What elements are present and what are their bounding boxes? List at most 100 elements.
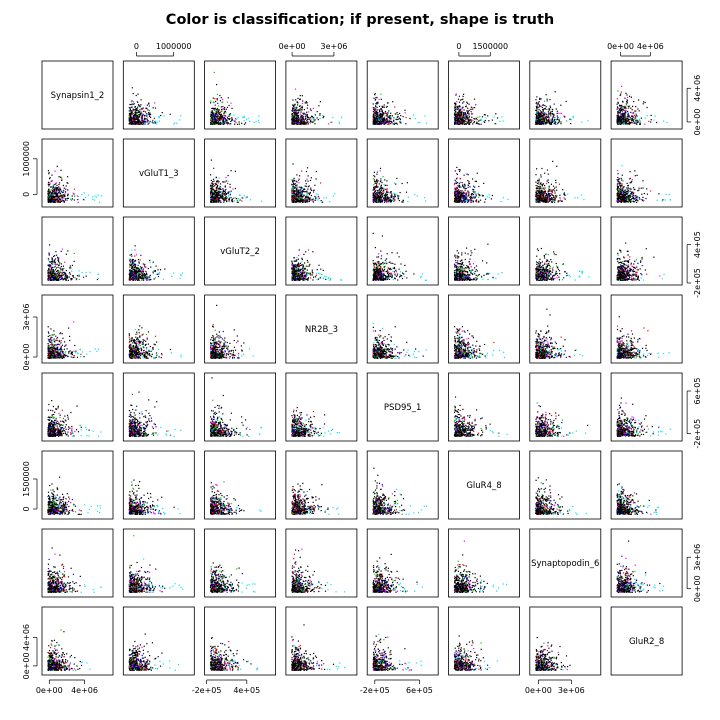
data-point [549, 121, 551, 123]
data-point [385, 119, 387, 122]
data-point [619, 112, 621, 114]
data-point [551, 110, 553, 113]
data-point [61, 196, 63, 198]
data-point [487, 115, 489, 117]
data-point [216, 194, 219, 196]
data-point [376, 118, 378, 120]
data-point [258, 121, 260, 123]
data-point [387, 116, 389, 118]
data-point [224, 194, 226, 196]
data-point [306, 119, 308, 121]
data-point [52, 185, 55, 187]
data-point [224, 110, 226, 113]
data-point [549, 105, 551, 107]
data-point [299, 98, 301, 100]
data-point [384, 121, 386, 123]
data-point [455, 191, 457, 193]
data-point [401, 182, 403, 185]
data-point [457, 123, 459, 125]
data-point [230, 197, 232, 199]
data-point [294, 114, 296, 116]
data-point [419, 121, 421, 124]
data-point [382, 121, 384, 123]
data-point [143, 119, 145, 121]
data-point [394, 113, 396, 115]
data-point [395, 113, 397, 115]
data-point [639, 122, 641, 124]
data-point [246, 196, 248, 198]
data-point [306, 102, 308, 104]
data-point [56, 189, 58, 191]
data-point [149, 120, 151, 122]
data-point [223, 190, 225, 193]
data-point [217, 187, 219, 189]
data-point [211, 111, 214, 113]
data-point [212, 97, 214, 99]
data-point [549, 111, 551, 113]
data-point [215, 116, 217, 118]
data-point [214, 195, 216, 197]
data-point [228, 199, 230, 201]
data-point [334, 193, 336, 195]
data-point [133, 119, 135, 121]
data-point [543, 119, 545, 121]
data-point [376, 171, 378, 173]
data-point [58, 195, 60, 197]
data-point [619, 111, 621, 113]
data-point [292, 182, 295, 184]
data-point [217, 123, 219, 125]
data-point [332, 116, 334, 119]
data-point [302, 199, 304, 201]
data-point [220, 201, 222, 203]
data-point [230, 190, 232, 192]
data-point [214, 200, 216, 202]
data-point [378, 121, 381, 123]
data-point [312, 199, 314, 201]
data-point [300, 107, 302, 109]
data-point [622, 121, 624, 123]
data-point [218, 191, 220, 193]
data-point [377, 102, 379, 105]
data-point [537, 103, 539, 105]
data-point [631, 122, 633, 124]
data-point [626, 100, 629, 102]
data-point [298, 111, 300, 113]
data-point [217, 110, 219, 112]
data-point [398, 200, 400, 202]
data-point [243, 120, 245, 122]
data-point [301, 188, 303, 190]
data-point [621, 108, 623, 110]
data-point [245, 197, 247, 199]
data-point [372, 103, 374, 105]
data-point [55, 188, 57, 190]
data-point [377, 180, 379, 182]
data-point [210, 115, 212, 117]
data-point [228, 115, 230, 117]
data-point [52, 198, 55, 200]
data-point [211, 193, 213, 195]
data-point [248, 120, 251, 122]
data-point [216, 189, 218, 191]
data-point [304, 113, 306, 115]
data-point [133, 103, 135, 105]
data-point [219, 194, 221, 196]
data-point [312, 118, 314, 120]
data-point [212, 196, 214, 198]
data-point [302, 122, 304, 124]
data-point [294, 113, 296, 115]
data-point [138, 123, 140, 125]
data-point [139, 105, 141, 107]
data-point [632, 105, 634, 107]
data-point [627, 107, 629, 109]
data-point [64, 198, 66, 200]
data-point [381, 110, 383, 112]
data-point [302, 123, 304, 125]
data-point [297, 179, 299, 182]
data-point [380, 180, 382, 182]
data-point [312, 121, 314, 123]
data-point [227, 97, 229, 99]
data-point [635, 114, 637, 116]
data-point [462, 95, 464, 97]
data-point [305, 180, 307, 182]
data-point [457, 118, 459, 120]
